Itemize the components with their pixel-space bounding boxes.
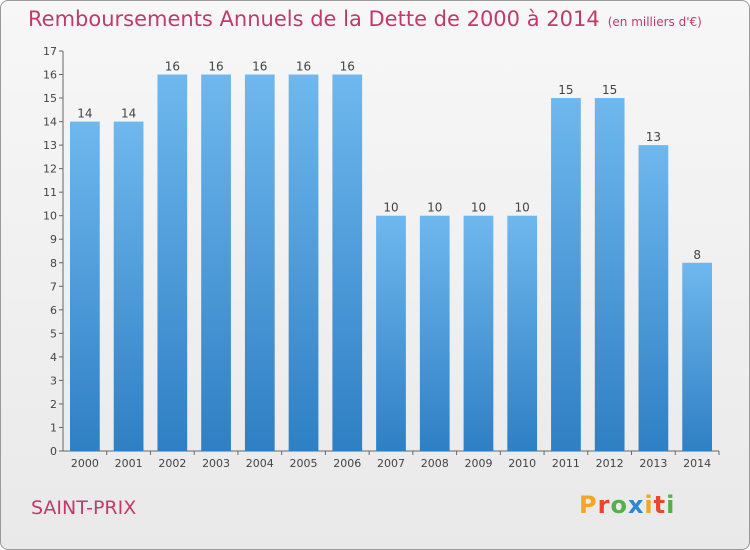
y-tick-label: 7 <box>50 280 57 293</box>
logo-letter: t <box>653 491 667 519</box>
proxiti-logo[interactable]: Proxiti <box>579 491 675 519</box>
data-label: 14 <box>77 107 92 121</box>
data-label: 15 <box>602 83 617 97</box>
x-tick-label: 2006 <box>333 457 361 470</box>
y-tick-label: 2 <box>50 398 57 411</box>
y-tick-label: 13 <box>43 139 57 152</box>
y-tick-label: 4 <box>50 351 57 364</box>
bar-2014 <box>682 262 713 451</box>
x-tick-label: 2004 <box>246 457 274 470</box>
y-tick-label: 1 <box>50 421 57 434</box>
bar-2000 <box>69 121 100 452</box>
data-label: 10 <box>515 201 530 215</box>
data-label: 16 <box>165 60 180 74</box>
label-layer: 14 2000 14 2001 16 2002 16 2003 16 2004 16 2005 16 20… <box>71 60 711 470</box>
bar-2012 <box>594 98 625 451</box>
data-label: 15 <box>558 83 573 97</box>
logo-letter: o <box>610 491 628 519</box>
bar-2007 <box>376 215 406 451</box>
data-label: 10 <box>471 201 486 215</box>
data-label: 16 <box>252 60 267 74</box>
bar-2002 <box>157 74 188 451</box>
x-tick-label: 2011 <box>552 457 580 470</box>
y-tick-label: 17 <box>43 45 57 58</box>
data-label: 13 <box>646 130 661 144</box>
y-tick-label: 14 <box>43 116 57 129</box>
x-tick-label: 2013 <box>639 457 667 470</box>
y-tick-label: 16 <box>43 69 57 82</box>
x-tick-label: 2000 <box>71 457 99 470</box>
bar-2009 <box>463 215 494 451</box>
y-tick-label: 15 <box>43 92 57 105</box>
y-tick-label: 8 <box>50 257 57 270</box>
x-tick-label: 2003 <box>202 457 230 470</box>
bar-2006 <box>332 74 363 451</box>
x-tick-label: 2008 <box>421 457 449 470</box>
y-tick-label: 5 <box>50 327 57 340</box>
y-tick-label: 11 <box>43 186 57 199</box>
city-name: SAINT-PRIX <box>31 497 137 519</box>
logo-letter: r <box>597 491 611 519</box>
x-tick-label: 2001 <box>115 457 143 470</box>
y-tick-label: 6 <box>50 304 57 317</box>
chart-title-text: Remboursements Annuels de la Dette de 20… <box>28 7 600 31</box>
bar-2010 <box>507 215 538 451</box>
logo-letter: x <box>627 491 645 519</box>
logo-letter: i <box>666 491 676 519</box>
chart-title: Remboursements Annuels de la Dette de 20… <box>28 7 702 31</box>
x-tick-label: 2007 <box>377 457 405 470</box>
y-tick-label: 12 <box>43 163 57 176</box>
bar-2013 <box>638 145 669 451</box>
bar-2003 <box>201 74 231 451</box>
y-tick-label: 9 <box>50 233 57 246</box>
data-label: 8 <box>693 248 701 262</box>
bar-2004 <box>244 74 275 451</box>
x-tick-label: 2014 <box>683 457 711 470</box>
data-label: 16 <box>340 60 355 74</box>
data-label: 10 <box>383 201 398 215</box>
x-tick-label: 2005 <box>290 457 318 470</box>
bar-layer <box>69 74 713 452</box>
data-label: 14 <box>121 107 136 121</box>
data-label: 16 <box>296 60 311 74</box>
bar-2005 <box>288 74 319 451</box>
chart-unit: (en milliers d'€) <box>607 15 702 29</box>
data-label: 10 <box>427 201 442 215</box>
y-tick-label: 3 <box>50 374 57 387</box>
logo-letter: P <box>579 491 598 519</box>
data-label: 16 <box>208 60 223 74</box>
x-tick-label: 2002 <box>158 457 186 470</box>
logo-letter: i <box>644 491 654 519</box>
y-tick-label: 0 <box>50 445 57 458</box>
y-tick-label: 10 <box>43 210 57 223</box>
x-tick-label: 2009 <box>464 457 492 470</box>
bar-2001 <box>113 121 144 452</box>
x-tick-label: 2010 <box>508 457 536 470</box>
x-tick-label: 2012 <box>596 457 624 470</box>
bar-2008 <box>419 215 450 451</box>
bar-2011 <box>551 98 581 451</box>
